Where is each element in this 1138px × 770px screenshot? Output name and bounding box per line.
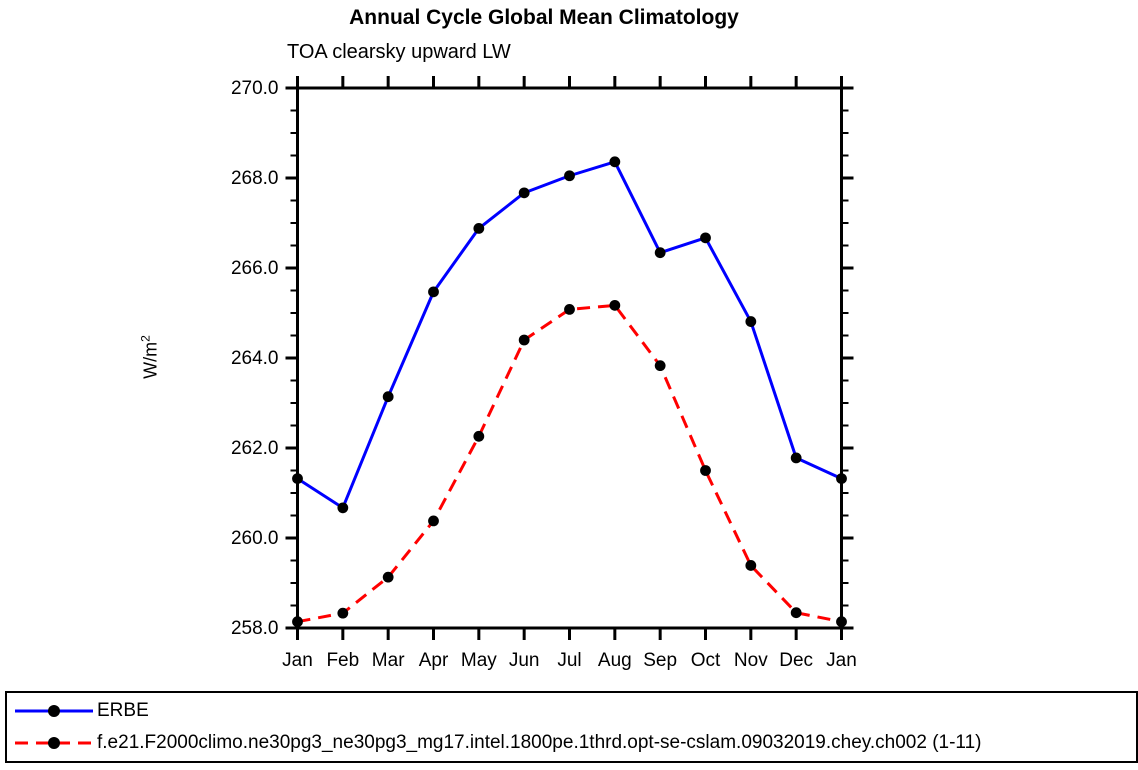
x-tick-label: Apr [419,650,449,671]
data-point-marker [609,156,621,168]
data-point-marker [609,299,621,311]
data-point-marker [382,571,394,583]
series-line-0 [296,160,843,510]
legend-label: f.e21.F2000climo.ne30pg3_ne30pg3_mg17.in… [97,732,982,753]
legend: ERBE f.e21.F2000climo.ne30pg3_ne30pg3_mg1… [5,691,1138,763]
y-tick-label: 268.0 [231,168,279,189]
x-tick-label: Jan [826,650,857,671]
data-point-marker [337,607,349,619]
data-point-marker [790,452,802,464]
legend-item: ERBE [13,695,1136,727]
data-point-marker [518,334,530,346]
y-tick-label: 262.0 [231,438,279,459]
data-point-marker [790,607,802,619]
data-point-marker [428,286,439,298]
y-tick-label: 260.0 [231,528,279,549]
legend-line-sample [15,737,93,749]
data-point-marker [745,316,757,327]
y-tick-label: 266.0 [231,258,279,279]
legend-line-sample [15,705,93,717]
legend-item: f.e21.F2000climo.ne30pg3_ne30pg3_mg17.in… [13,727,1136,759]
x-tick-label: May [461,650,497,671]
legend-marker-icon [48,705,60,717]
legend-marker-icon [48,737,60,749]
x-tick-label: Jul [557,650,581,671]
x-tick-label: Oct [691,650,721,671]
data-point-marker [564,170,575,182]
chart-subtitle: TOA clearsky upward LW [287,41,511,63]
data-point-marker [428,515,439,527]
data-point-marker [836,616,847,628]
data-point-marker [836,473,847,484]
x-tick-label: Dec [779,650,813,671]
data-point-marker [473,223,485,234]
data-point-marker [564,304,575,315]
data-point-marker [700,465,711,476]
plot-area: 258.0 260.0 262.0 264.0 266.0 268.0 270.0 Jan Fe… [231,76,857,671]
x-tick-label: Aug [598,650,632,671]
data-point-marker [473,430,485,442]
legend-label: ERBE [97,700,149,721]
data-point-marker [745,560,757,571]
data-point-marker [382,391,394,403]
data-point-marker [337,502,349,514]
x-tick-label: Nov [734,650,768,671]
y-tick-label: 264.0 [231,348,279,369]
chart-title: Annual Cycle Global Mean Climatology [349,6,739,29]
x-tick-label: Feb [326,650,359,671]
x-tick-label: Mar [372,650,405,671]
data-point-marker [292,616,303,628]
x-tick-label: Jun [509,650,540,671]
data-point-marker [292,473,303,484]
x-tick-label: Jan [282,650,313,671]
data-point-marker [700,232,711,244]
x-tick-label: Sep [643,650,677,671]
data-point-marker [654,247,666,259]
data-point-marker [518,187,530,199]
y-tick-label: 258.0 [231,618,279,639]
y-tick-label: 270.0 [231,78,279,99]
data-point-marker [654,360,666,372]
